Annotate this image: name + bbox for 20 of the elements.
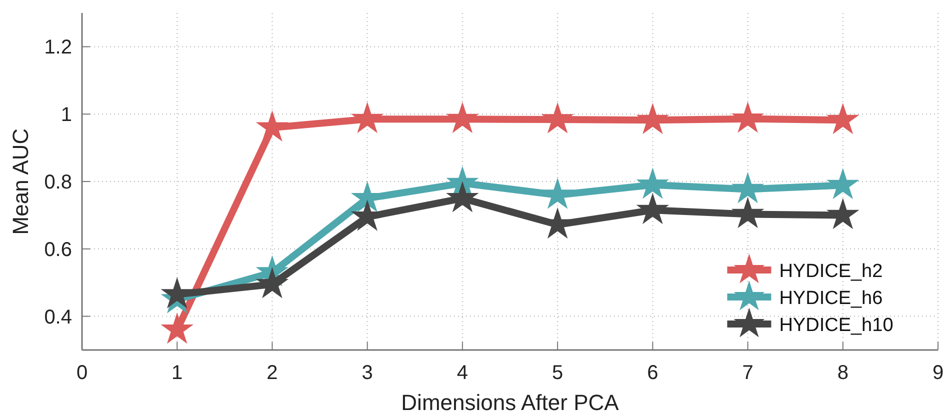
x-tick-label: 0 bbox=[76, 362, 88, 384]
y-tick-label: 0.8 bbox=[44, 172, 72, 194]
legend-label: HYDICE_h10 bbox=[779, 315, 894, 336]
x-tick-label: 4 bbox=[456, 362, 468, 384]
legend-label: HYDICE_h2 bbox=[779, 261, 883, 282]
legend-label: HYDICE_h6 bbox=[779, 288, 883, 309]
y-tick-label: 0.4 bbox=[44, 306, 72, 328]
x-tick-label: 5 bbox=[552, 362, 564, 384]
x-tick-label: 2 bbox=[266, 362, 278, 384]
x-tick-label: 6 bbox=[647, 362, 658, 384]
x-tick-label: 9 bbox=[932, 362, 944, 384]
x-tick-label: 7 bbox=[742, 362, 754, 384]
y-tick-label: 1 bbox=[60, 104, 72, 126]
y-axis-title: Mean AUC bbox=[8, 128, 33, 235]
x-tick-label: 8 bbox=[837, 362, 848, 384]
x-tick-label: 1 bbox=[172, 362, 183, 384]
y-tick-label: 1.2 bbox=[44, 36, 72, 59]
x-axis-title: Dimensions After PCA bbox=[401, 390, 620, 415]
x-tick-label: 3 bbox=[362, 362, 373, 384]
y-tick-label: 0.6 bbox=[44, 238, 72, 261]
